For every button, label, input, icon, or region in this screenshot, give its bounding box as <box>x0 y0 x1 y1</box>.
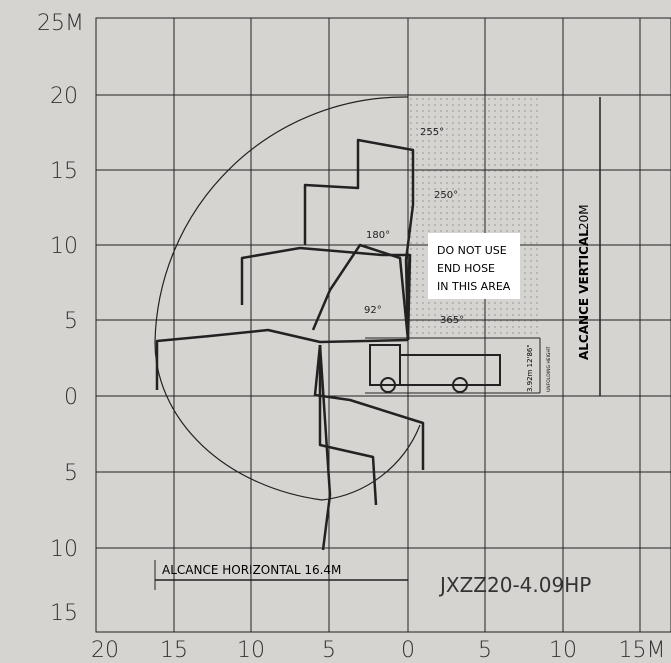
truck-height-note: UNFOLDING HEIGHT <box>546 346 552 392</box>
x-label: 20 <box>91 638 119 663</box>
x-label: 10 <box>237 638 265 663</box>
warning-text: END HOSE <box>437 262 495 275</box>
angle-label: 365° <box>440 315 464 326</box>
angle-label: 255° <box>420 127 444 138</box>
x-label: 15M <box>619 638 666 663</box>
vertical-reach-value: 20M <box>577 204 591 230</box>
y-label: 15 <box>50 601 78 626</box>
x-axis-labels: 20 15 10 5 0 5 10 15M <box>91 638 665 663</box>
y-label: 10 <box>50 234 78 259</box>
y-label: 0 <box>64 385 78 410</box>
x-label: 5 <box>322 638 336 663</box>
y-label: 20 <box>50 84 78 109</box>
angle-label: 250° <box>434 190 458 201</box>
x-label: 15 <box>160 638 188 663</box>
x-label: 0 <box>401 638 415 663</box>
model-name: JXZZ20-4.09HP <box>438 573 591 597</box>
y-label: 5 <box>64 309 78 334</box>
x-label: 10 <box>549 638 577 663</box>
y-axis-labels: 25M 20 15 10 5 0 5 10 15 <box>37 11 84 626</box>
y-label: 25M <box>37 11 84 36</box>
warning-text: IN THIS AREA <box>437 280 511 293</box>
y-label: 15 <box>50 159 78 184</box>
angle-label: 180° <box>366 230 390 241</box>
reach-envelope <box>154 96 421 501</box>
y-label: 5 <box>64 461 78 486</box>
vertical-reach-label: ALCANCE VERTICAL <box>577 229 591 360</box>
x-label: 5 <box>478 638 492 663</box>
y-label: 10 <box>50 537 78 562</box>
truck-height: 3.92m 12'86" <box>526 344 534 392</box>
booms <box>155 138 425 551</box>
warning-text: DO NOT USE <box>437 244 507 257</box>
truck <box>365 337 541 394</box>
warning-box <box>428 233 520 299</box>
horizontal-reach-label: ALCANCE HORIZONTAL 16.4M <box>162 563 341 577</box>
angle-label: 92° <box>364 305 382 316</box>
